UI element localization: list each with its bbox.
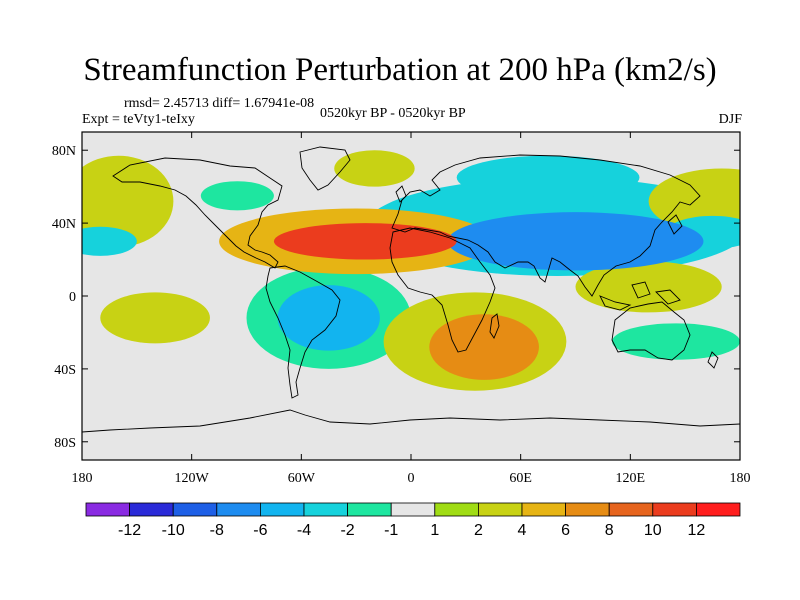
colorbar-label: 10 (644, 522, 662, 539)
x-tick-label: 180 (730, 471, 751, 486)
colorbar-swatch (434, 502, 479, 517)
colorbar-swatch (565, 502, 610, 517)
colorbar-label: -2 (340, 522, 354, 539)
coastline-south-america (265, 265, 341, 399)
anomaly-north-atlantic-high (273, 223, 457, 260)
coastline-new-zealand (707, 351, 719, 369)
anomaly-australia-low (612, 323, 740, 360)
colorbar-swatch (259, 502, 305, 517)
colorbar-label: -10 (162, 522, 185, 539)
y-tick-label: 40S (54, 363, 76, 378)
coastline-north-america (112, 157, 283, 269)
colorbar-swatch (521, 502, 566, 517)
coastline-indonesia (599, 281, 681, 311)
anomaly-north-america-low (200, 181, 274, 211)
y-tick-label: 0 (69, 290, 76, 305)
season-label: DJF (718, 112, 742, 127)
colorbar-label: 12 (688, 522, 706, 539)
coastline-uk (395, 185, 407, 203)
coastline-madagascar (489, 313, 500, 339)
colorbar-label: 4 (518, 522, 527, 539)
anomaly-pacific-low (82, 226, 137, 256)
colorbar-label: -6 (253, 522, 267, 539)
x-tick-label: 120E (616, 471, 646, 486)
colorbar: -12 -10 -8 -6 -4 -2 -1 1 2 4 6 8 10 12 (85, 502, 741, 539)
colorbar-swatch (390, 502, 436, 517)
anomaly-siberia-low (456, 155, 640, 200)
colorbar-swatch (347, 502, 392, 517)
colorbar-label: -8 (210, 522, 224, 539)
coastline-eurasia (391, 154, 701, 297)
coastline-japan (667, 214, 683, 235)
x-tick-label: 60E (509, 471, 532, 486)
anomaly-greenland-high (334, 150, 415, 187)
x-tick-label: 0 (408, 471, 415, 486)
y-tick-label: 40N (52, 217, 76, 232)
colorbar-swatch (216, 502, 261, 517)
coastline-australia (611, 301, 691, 361)
colorbar-swatch (477, 502, 523, 517)
period-label: 0520kyr BP - 0520kyr BP (320, 106, 466, 121)
coastline-africa (389, 227, 496, 353)
y-tick-label: 80N (52, 144, 76, 159)
anomaly-south-pacific-high (100, 292, 210, 344)
anomaly-north-pacific-west-high (82, 155, 174, 247)
colorbar-label: 6 (561, 522, 570, 539)
colorbar-label: -4 (297, 522, 311, 539)
map-title: Streamfunction Perturbation at 200 hPa (… (83, 52, 717, 88)
axis-ticks: 180 120W 60W 0 60E 120E 180 80N 40N 0 40S 80S (52, 132, 751, 486)
stats-label: rmsd= 2.45713 diff= 1.67941e-08 (124, 96, 315, 111)
colorbar-swatch (172, 502, 218, 517)
colorbar-swatch (696, 502, 741, 517)
x-tick-label: 60W (288, 471, 316, 486)
colorbar-swatch (608, 502, 654, 517)
x-tick-label: 120W (175, 471, 210, 486)
colorbar-swatch (129, 502, 174, 517)
colorbar-label: 8 (605, 522, 614, 539)
colorbar-swatch (85, 502, 130, 517)
experiment-label: Expt = teVty1-teIxy (82, 112, 195, 127)
x-tick-label: 180 (72, 471, 93, 486)
anomaly-south-africa-high (429, 314, 539, 380)
y-tick-label: 80S (54, 436, 76, 451)
colorbar-label: 1 (430, 522, 439, 539)
anomaly-maritime-high (575, 261, 722, 313)
anomaly-asia-low (447, 212, 704, 271)
colorbar-label: -1 (384, 522, 398, 539)
colorbar-swatch (652, 502, 697, 517)
colorbar-label: -12 (118, 522, 141, 539)
coastline-greenland (299, 146, 351, 191)
colorbar-label: 2 (474, 522, 483, 539)
coastline-antarctica (82, 409, 740, 433)
anomaly-south-america-low (277, 285, 380, 351)
coastlines (82, 146, 740, 433)
colorbar-swatch (303, 502, 348, 517)
